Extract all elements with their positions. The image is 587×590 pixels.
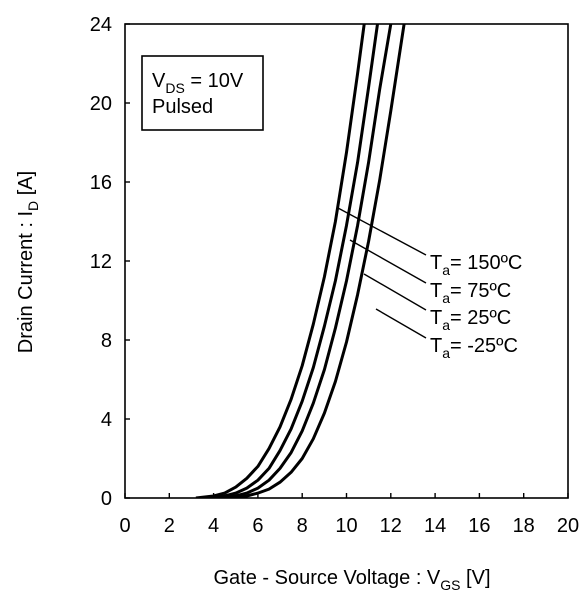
condition-box-frame [141, 55, 264, 131]
series-line-0 [195, 24, 366, 498]
legend-leader-line [349, 239, 427, 284]
y-tick-label: 12 [90, 251, 112, 273]
series-line-1 [209, 24, 379, 498]
x-axis-label: Gate - Source Voltage : VGS [V] [213, 567, 490, 590]
x-tick-label: 18 [513, 515, 535, 537]
x-tick-label: 8 [297, 515, 308, 537]
x-tick-label: 10 [335, 515, 357, 537]
legend-leader-line [337, 207, 427, 256]
x-tick-label: 2 [164, 515, 175, 537]
legend-leader-line [363, 273, 427, 311]
x-tick-label: 6 [252, 515, 263, 537]
x-tick-label: 4 [208, 515, 219, 537]
condition-line-1: VDS = 10V [152, 70, 244, 96]
condition-box: VDS = 10V Pulsed [141, 55, 264, 131]
legend-label: Ta= 75ºC [430, 280, 511, 306]
legend-leader-line [375, 308, 427, 339]
x-tick-label: 16 [468, 515, 490, 537]
x-tick-label: 0 [119, 515, 130, 537]
legend-label: Ta= 150ºC [430, 252, 522, 278]
y-tick-label: 4 [101, 409, 112, 431]
x-axis-ticks: 0 2 4 6 8 10 12 14 16 18 20 [119, 493, 579, 537]
x-tick-label: 20 [557, 515, 579, 537]
y-tick-label: 24 [90, 14, 112, 36]
y-axis-label: Drain Current : ID [A] [15, 171, 41, 353]
condition-line-2: Pulsed [152, 96, 213, 118]
x-tick-label: 12 [380, 515, 402, 537]
series-line-2 [220, 24, 393, 498]
legend-label: Ta= 25ºC [430, 307, 511, 333]
y-tick-label: 0 [101, 488, 112, 510]
y-tick-label: 16 [90, 172, 112, 194]
x-tick-label: 14 [424, 515, 446, 537]
y-tick-label: 8 [101, 330, 112, 352]
y-axis-ticks: 0 4 8 12 16 20 24 [90, 14, 130, 510]
series-line-3 [231, 24, 406, 498]
legend-label: Ta= -25ºC [430, 335, 518, 361]
curves-layer [195, 24, 406, 498]
y-tick-label: 20 [90, 93, 112, 115]
